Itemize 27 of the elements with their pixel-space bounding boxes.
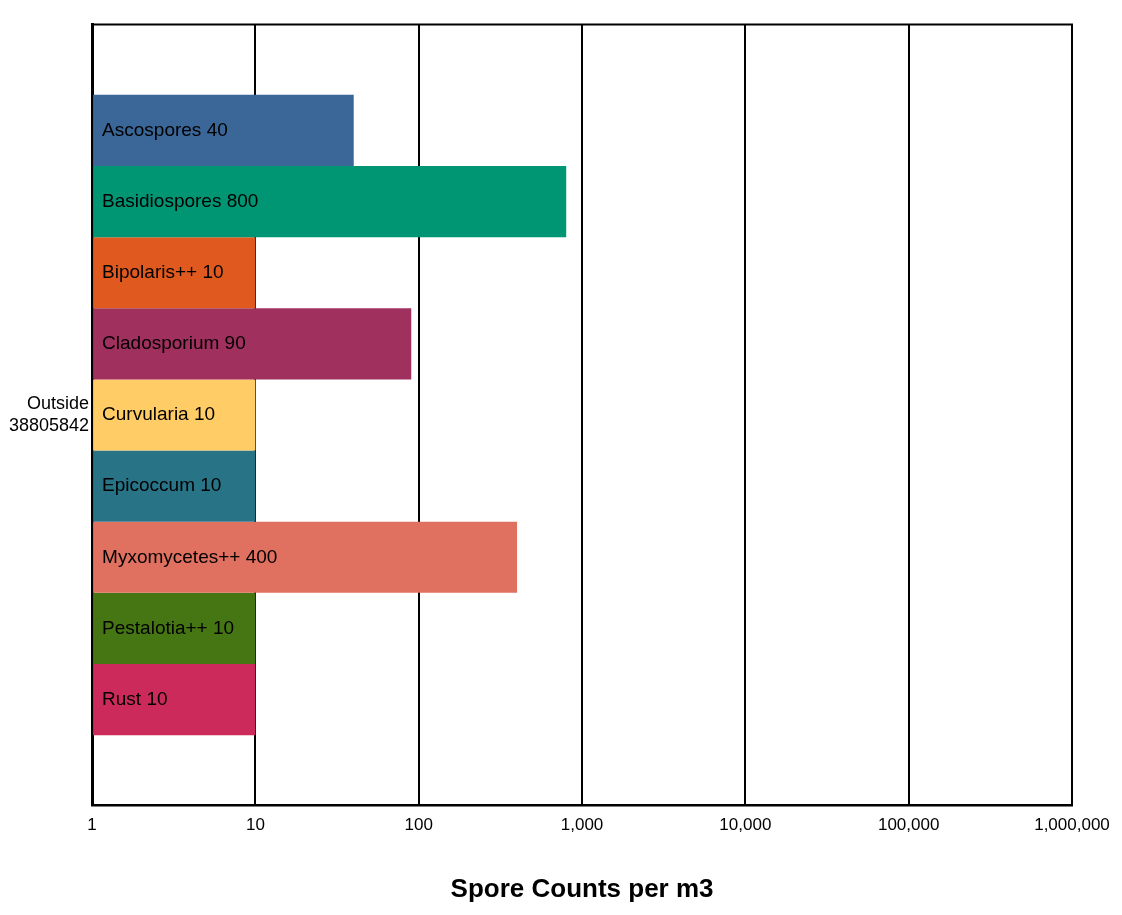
data-label: 800 — [226, 189, 259, 211]
series-label: Pestalotia++ — [102, 616, 208, 638]
series-label: Curvularia — [102, 403, 190, 425]
series-label: Cladosporium — [102, 332, 220, 354]
series-label: Ascospores — [102, 118, 202, 140]
data-label: 90 — [224, 332, 246, 354]
data-label: 10 — [202, 260, 224, 282]
x-tick-label: 1,000,000 — [1034, 815, 1110, 835]
x-tick-label: 100,000 — [877, 815, 940, 835]
x-axis-title: Spore Counts per m3 — [450, 872, 714, 903]
series-label: Basidiospores — [102, 189, 222, 211]
x-tick-label: 100 — [404, 815, 433, 835]
x-tick-label: 10 — [245, 815, 265, 835]
data-label: 10 — [200, 474, 222, 496]
series-label: Bipolaris++ — [102, 260, 198, 282]
x-tick-label: 1,000 — [560, 815, 604, 835]
series-label: Rust — [102, 687, 142, 709]
x-tick-label: 10,000 — [719, 815, 772, 835]
data-label: 10 — [193, 403, 216, 425]
data-label: 400 — [245, 545, 278, 567]
data-label: 10 — [146, 687, 168, 709]
x-tick-label: 1 — [87, 815, 97, 835]
y-tick-label: Outside 38805842 — [8, 393, 90, 435]
data-label: 10 — [213, 616, 235, 638]
data-label: 40 — [206, 118, 228, 140]
series-label: Myxomycetes++ — [102, 545, 241, 567]
series-label: Epicoccum — [102, 474, 196, 496]
